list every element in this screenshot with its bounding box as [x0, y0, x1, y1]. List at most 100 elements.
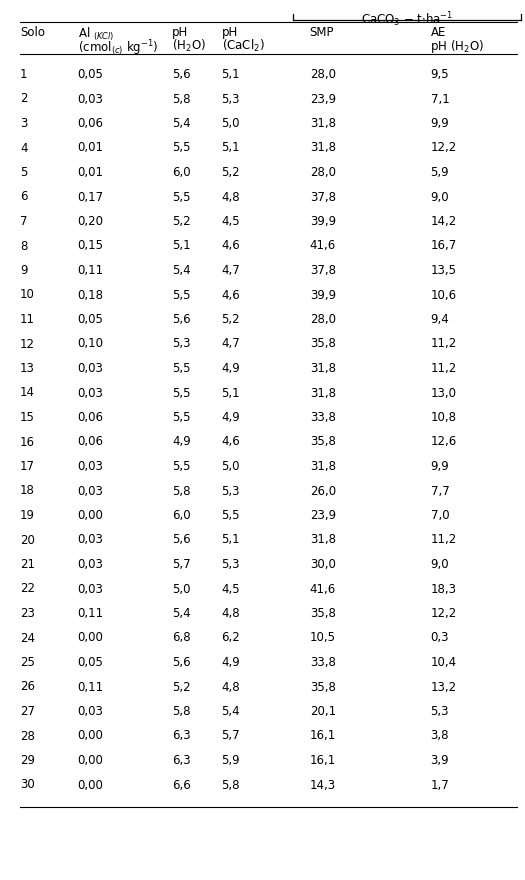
Text: 31,8: 31,8 — [310, 460, 336, 473]
Text: 0,00: 0,00 — [78, 754, 103, 767]
Text: 5,3: 5,3 — [172, 338, 191, 350]
Text: 5,1: 5,1 — [172, 239, 191, 253]
Text: 0,03: 0,03 — [78, 558, 103, 571]
Text: 3: 3 — [20, 117, 27, 130]
Text: 6,6: 6,6 — [172, 779, 191, 791]
Text: 16,7: 16,7 — [430, 239, 457, 253]
Text: 25: 25 — [20, 656, 35, 669]
Text: 4,5: 4,5 — [222, 583, 240, 596]
Text: 6,0: 6,0 — [172, 166, 191, 179]
Text: 37,8: 37,8 — [310, 264, 336, 277]
Text: 10,4: 10,4 — [430, 656, 457, 669]
Text: 5,8: 5,8 — [172, 705, 191, 718]
Text: 5,1: 5,1 — [222, 386, 240, 400]
Text: 30,0: 30,0 — [310, 558, 335, 571]
Text: 13: 13 — [20, 362, 35, 375]
Text: 5,4: 5,4 — [172, 264, 191, 277]
Text: 5,6: 5,6 — [172, 68, 191, 81]
Text: 0,11: 0,11 — [78, 680, 104, 693]
Text: 6,3: 6,3 — [172, 730, 191, 743]
Text: 5,2: 5,2 — [172, 215, 191, 228]
Text: 0,00: 0,00 — [78, 509, 103, 522]
Text: 0,05: 0,05 — [78, 68, 103, 81]
Text: 31,8: 31,8 — [310, 117, 336, 130]
Text: 28,0: 28,0 — [310, 68, 336, 81]
Text: 5,1: 5,1 — [222, 68, 240, 81]
Text: 18,3: 18,3 — [430, 583, 457, 596]
Text: 4,8: 4,8 — [222, 190, 240, 203]
Text: 41,6: 41,6 — [310, 239, 336, 253]
Text: 5,6: 5,6 — [172, 656, 191, 669]
Text: 0,03: 0,03 — [78, 705, 103, 718]
Text: 5: 5 — [20, 166, 27, 179]
Text: 13,0: 13,0 — [430, 386, 457, 400]
Text: 0,17: 0,17 — [78, 190, 104, 203]
Text: 5,7: 5,7 — [172, 558, 191, 571]
Text: 5,8: 5,8 — [172, 485, 191, 497]
Text: 0,10: 0,10 — [78, 338, 104, 350]
Text: (H$_2$O): (H$_2$O) — [172, 38, 206, 54]
Text: 0,3: 0,3 — [430, 632, 449, 644]
Text: 10: 10 — [20, 289, 35, 302]
Text: 0,00: 0,00 — [78, 730, 103, 743]
Text: 4,9: 4,9 — [222, 362, 240, 375]
Text: 14,2: 14,2 — [430, 215, 457, 228]
Text: 16,1: 16,1 — [310, 754, 336, 767]
Text: 0,06: 0,06 — [78, 117, 104, 130]
Text: 35,8: 35,8 — [310, 607, 335, 620]
Text: 0,03: 0,03 — [78, 460, 103, 473]
Text: 7,1: 7,1 — [430, 92, 449, 106]
Text: (CaCl$_2$): (CaCl$_2$) — [222, 38, 264, 54]
Text: 5,0: 5,0 — [172, 583, 191, 596]
Text: 10,8: 10,8 — [430, 411, 457, 424]
Text: 0,11: 0,11 — [78, 607, 104, 620]
Text: 0,05: 0,05 — [78, 313, 103, 326]
Text: pH: pH — [172, 26, 188, 39]
Text: 13,5: 13,5 — [430, 264, 457, 277]
Text: 16,1: 16,1 — [310, 730, 336, 743]
Text: 5,2: 5,2 — [222, 166, 240, 179]
Text: 21: 21 — [20, 558, 35, 571]
Text: 4,7: 4,7 — [222, 264, 240, 277]
Text: (cmol$_{(c)}$ kg$^{-1}$): (cmol$_{(c)}$ kg$^{-1}$) — [78, 38, 158, 58]
Text: 3,8: 3,8 — [430, 730, 449, 743]
Text: 41,6: 41,6 — [310, 583, 336, 596]
Text: 4,9: 4,9 — [222, 656, 240, 669]
Text: 5,5: 5,5 — [172, 362, 191, 375]
Text: 5,8: 5,8 — [222, 779, 240, 791]
Text: 5,1: 5,1 — [222, 142, 240, 155]
Text: 9: 9 — [20, 264, 27, 277]
Text: 5,3: 5,3 — [222, 92, 240, 106]
Text: 0,00: 0,00 — [78, 632, 103, 644]
Text: 14,3: 14,3 — [310, 779, 336, 791]
Text: 7,0: 7,0 — [430, 509, 449, 522]
Text: 6,0: 6,0 — [172, 509, 191, 522]
Text: 35,8: 35,8 — [310, 338, 335, 350]
Text: 4,6: 4,6 — [222, 436, 240, 449]
Text: 5,3: 5,3 — [430, 705, 449, 718]
Text: 27: 27 — [20, 705, 35, 718]
Text: 5,4: 5,4 — [172, 117, 191, 130]
Text: 5,5: 5,5 — [172, 142, 191, 155]
Text: 0,03: 0,03 — [78, 485, 103, 497]
Text: 0,01: 0,01 — [78, 166, 104, 179]
Text: 4,6: 4,6 — [222, 239, 240, 253]
Text: 0,00: 0,00 — [78, 779, 103, 791]
Text: 22: 22 — [20, 583, 35, 596]
Text: 5,9: 5,9 — [222, 754, 240, 767]
Text: 31,8: 31,8 — [310, 142, 336, 155]
Text: 16: 16 — [20, 436, 35, 449]
Text: 23: 23 — [20, 607, 35, 620]
Text: 0,05: 0,05 — [78, 656, 103, 669]
Text: Solo: Solo — [20, 26, 45, 39]
Text: 39,9: 39,9 — [310, 215, 336, 228]
Text: 4,9: 4,9 — [172, 436, 191, 449]
Text: 9,9: 9,9 — [430, 117, 449, 130]
Text: 24: 24 — [20, 632, 35, 644]
Text: 26: 26 — [20, 680, 35, 693]
Text: 5,0: 5,0 — [222, 460, 240, 473]
Text: 5,3: 5,3 — [222, 485, 240, 497]
Text: 0,18: 0,18 — [78, 289, 104, 302]
Text: 5,6: 5,6 — [172, 533, 191, 546]
Text: 8: 8 — [20, 239, 27, 253]
